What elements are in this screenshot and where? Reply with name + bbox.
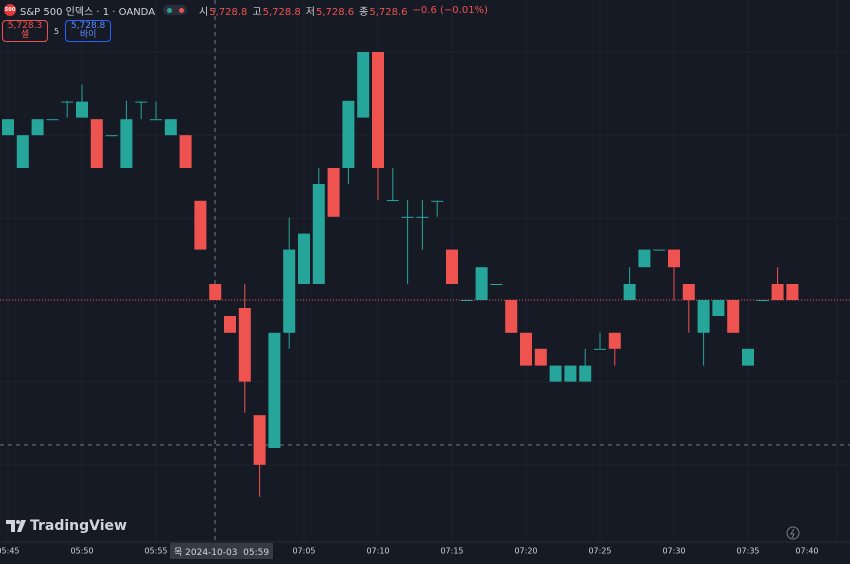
- candle-body: [2, 119, 14, 136]
- candle-body: [135, 101, 148, 103]
- candle-body: [150, 119, 162, 121]
- candle-body: [61, 101, 74, 103]
- candle-body: [31, 119, 44, 136]
- candle-body: [401, 216, 414, 218]
- brand-logo: [6, 520, 26, 532]
- candle-body: [342, 100, 355, 168]
- candle-body: [283, 249, 296, 333]
- candle-body: [653, 249, 666, 251]
- candle-body: [623, 284, 636, 300]
- change: −0.6 (−0.01%): [412, 4, 488, 16]
- candle-body: [579, 365, 592, 382]
- symbol[interactable]: S&P 500 인덱스 · 1 · OANDA: [20, 6, 156, 18]
- x-tick-label: 05:55: [144, 547, 167, 556]
- candle-body: [164, 119, 177, 136]
- x-tick-label: 07:20: [514, 547, 537, 556]
- ohlc-value: 5,728.8: [262, 6, 301, 18]
- candle-body: [712, 300, 725, 316]
- candle-body: [594, 348, 606, 350]
- x-tick-label: 07:25: [588, 547, 611, 556]
- candle-body: [416, 216, 429, 218]
- trade-buttons: 5,728.3 셀 5 5,728.8 바이: [2, 20, 112, 42]
- x-tick-label: 07:05: [292, 547, 315, 556]
- header: 500 S&P 500 인덱스 · 1 · OANDA 시5,728.8 고5,7…: [4, 2, 493, 18]
- candle-body: [668, 249, 680, 268]
- x-tick-label: 07:30: [662, 547, 685, 556]
- candle-body: [238, 308, 251, 382]
- lightning-icon[interactable]: [786, 526, 800, 540]
- x-tick-label: 07:35: [736, 547, 759, 556]
- x-tick-label: 05:45: [0, 547, 20, 556]
- candle-body: [327, 168, 340, 217]
- ohlc-value: 5,728.6: [369, 6, 408, 18]
- ohlc-value: 5,728.6: [316, 6, 355, 18]
- buy-label: 바이: [79, 30, 97, 40]
- candle-body: [534, 348, 547, 366]
- candle-body: [16, 135, 29, 168]
- x-tick-label: 07:40: [795, 547, 818, 556]
- candle-body: [549, 365, 562, 382]
- symbol-logo: 500: [4, 4, 16, 16]
- sell-price: 5,728.3: [7, 21, 43, 31]
- ohlc: 시5,728.8 고5,728.8 저5,728.6 종5,728.6: [199, 3, 413, 18]
- ohlc-key: 저: [305, 6, 315, 18]
- candle-body: [564, 365, 577, 382]
- candle-body: [76, 101, 88, 118]
- candle-body: [224, 316, 236, 333]
- candle-body: [697, 300, 710, 333]
- candle-body: [312, 184, 325, 284]
- x-axis-labels: 05:45 05:50 05:55 07:05 07:10 07:15 07:20 07:25…: [0, 547, 819, 556]
- candle-body: [505, 300, 518, 333]
- candle-body: [105, 135, 118, 137]
- candle-body: [446, 249, 458, 284]
- candle-body: [386, 200, 399, 201]
- candle-body: [120, 119, 133, 168]
- candles: [2, 52, 799, 497]
- candle-body: [209, 284, 222, 300]
- candle-body: [194, 200, 207, 250]
- brand[interactable]: TradingView: [6, 518, 127, 534]
- ohlc-key: 고: [252, 6, 262, 18]
- candle-body: [786, 284, 799, 300]
- sell-button[interactable]: 5,728.3 셀: [2, 20, 48, 42]
- candle-body: [608, 332, 621, 349]
- candle-body: [268, 332, 281, 448]
- candle-body: [298, 233, 310, 284]
- candle-body: [756, 300, 769, 301]
- spread: 5: [54, 26, 60, 36]
- candle-body: [490, 284, 503, 285]
- x-tick-label: 07:10: [366, 547, 389, 556]
- x-tick-label: 07:15: [440, 547, 463, 556]
- candle-body: [90, 119, 103, 168]
- status-pill[interactable]: [163, 5, 188, 15]
- candle-body: [179, 135, 192, 168]
- candle-body: [742, 348, 754, 366]
- candle-body: [372, 52, 384, 168]
- x-tick-label: 05:50: [70, 547, 93, 556]
- sell-label: 셀: [20, 30, 30, 40]
- lightning-glyph: [790, 528, 795, 539]
- crosshair-label: 목 2024-10-03 05:59: [170, 543, 274, 559]
- candle-body: [460, 300, 473, 301]
- candle-body: [682, 284, 695, 300]
- buy-price: 5,728.8: [70, 21, 106, 31]
- candle-body: [46, 119, 59, 121]
- candle-body: [520, 332, 532, 366]
- candle-body: [475, 267, 488, 300]
- buy-button[interactable]: 5,728.8 바이: [65, 20, 112, 42]
- brand-name: TradingView: [30, 518, 127, 534]
- candle-body: [253, 415, 266, 465]
- ohlc-key: 종: [359, 6, 369, 18]
- ohlc-key: 시: [199, 6, 209, 18]
- candle-body: [357, 52, 370, 118]
- candle-body: [727, 300, 740, 333]
- candle-body: [431, 200, 444, 202]
- ohlc-value: 5,728.8: [209, 6, 248, 18]
- candle-body: [771, 284, 784, 300]
- candle-body: [638, 249, 651, 268]
